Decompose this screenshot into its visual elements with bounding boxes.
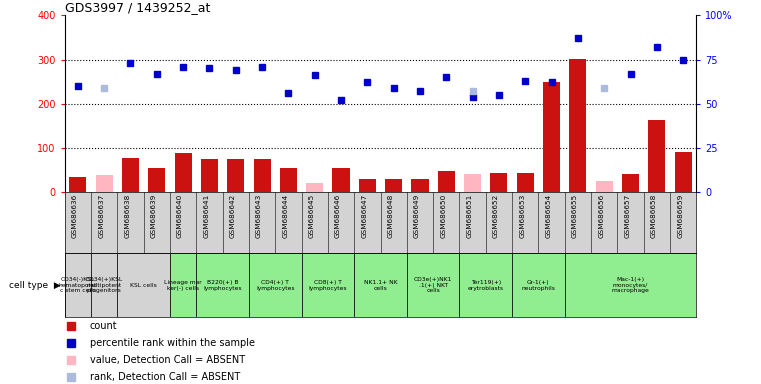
Bar [412,179,428,192]
Bar [148,168,165,192]
Bar [438,171,455,192]
Text: GSM686647: GSM686647 [361,194,368,238]
Bar [69,177,87,192]
Bar [543,83,560,192]
Bar [280,168,297,192]
Text: GSM686658: GSM686658 [651,194,657,238]
Text: GSM686641: GSM686641 [203,194,209,238]
Text: GSM686639: GSM686639 [151,194,157,238]
Bar [253,159,271,192]
Text: GSM686638: GSM686638 [125,194,130,238]
Text: Lineage mar
ker(-) cells: Lineage mar ker(-) cells [164,280,202,291]
Bar [306,188,323,192]
Text: GSM686653: GSM686653 [519,194,525,238]
Text: CD4(+) T
lymphocytes: CD4(+) T lymphocytes [256,280,295,291]
Bar [174,153,192,192]
Text: rank, Detection Call = ABSENT: rank, Detection Call = ABSENT [90,372,240,382]
Bar [460,253,512,317]
Text: CD34(-)KSL
hematopoiet
c stem cells: CD34(-)KSL hematopoiet c stem cells [59,277,97,293]
Bar [306,183,323,192]
Text: cell type  ▶: cell type ▶ [9,281,61,290]
Text: GSM686645: GSM686645 [309,194,315,238]
Text: GSM686637: GSM686637 [98,194,104,238]
Text: GSM686651: GSM686651 [466,194,473,238]
Text: GSM686657: GSM686657 [625,194,631,238]
Text: KSL cells: KSL cells [130,283,157,288]
Bar [674,152,692,192]
Bar [249,253,301,317]
Bar [464,181,481,192]
Bar [228,159,244,192]
Bar [569,59,587,192]
Text: GSM686656: GSM686656 [598,194,604,238]
Bar [333,168,349,192]
Text: GSM686655: GSM686655 [572,194,578,238]
Text: GSM686654: GSM686654 [546,194,552,238]
Bar [596,181,613,192]
Bar [170,253,196,317]
Text: value, Detection Call = ABSENT: value, Detection Call = ABSENT [90,356,245,366]
Bar [117,253,170,317]
Text: Ter119(+)
erytroblasts: Ter119(+) erytroblasts [468,280,504,291]
Text: GSM686644: GSM686644 [282,194,288,238]
Text: GSM686648: GSM686648 [387,194,393,238]
Text: GSM686640: GSM686640 [177,194,183,238]
Text: CD3e(+)NK1
.1(+) NKT
cells: CD3e(+)NK1 .1(+) NKT cells [414,277,452,293]
Text: GSM686646: GSM686646 [335,194,341,238]
Text: Gr-1(+)
neutrophils: Gr-1(+) neutrophils [521,280,556,291]
Text: B220(+) B
lymphocytes: B220(+) B lymphocytes [203,280,242,291]
Bar [565,253,696,317]
Bar [301,253,354,317]
Bar [648,120,665,192]
Bar [91,253,117,317]
Text: CD8(+) T
lymphocytes: CD8(+) T lymphocytes [309,280,347,291]
Bar [490,172,508,192]
Bar [65,253,91,317]
Text: GSM686636: GSM686636 [72,194,78,238]
Text: GSM686659: GSM686659 [677,194,683,238]
Text: GSM686652: GSM686652 [493,194,499,238]
Bar [201,159,218,192]
Bar [358,179,376,192]
Bar [354,253,407,317]
Text: GSM686649: GSM686649 [414,194,420,238]
Bar [512,253,565,317]
Bar [96,175,113,192]
Text: count: count [90,321,118,331]
Bar [622,174,639,192]
Text: percentile rank within the sample: percentile rank within the sample [90,338,255,348]
Text: GSM686643: GSM686643 [256,194,262,238]
Bar [122,157,139,192]
Bar [517,172,533,192]
Bar [196,253,249,317]
Text: NK1.1+ NK
cells: NK1.1+ NK cells [364,280,397,291]
Text: CD34(+)KSL
multipotent
progenitors: CD34(+)KSL multipotent progenitors [85,277,123,293]
Text: Mac-1(+)
monocytes/
macrophage: Mac-1(+) monocytes/ macrophage [612,277,649,293]
Text: GSM686642: GSM686642 [230,194,236,238]
Text: GDS3997 / 1439252_at: GDS3997 / 1439252_at [65,1,210,14]
Bar [464,174,481,192]
Text: GSM686650: GSM686650 [441,194,446,238]
Bar [385,179,403,192]
Bar [407,253,460,317]
